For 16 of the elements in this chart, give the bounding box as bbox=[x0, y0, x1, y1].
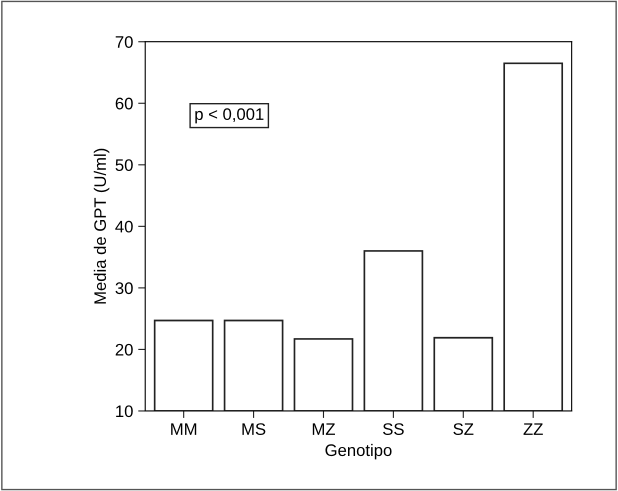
x-tick-label: SZ bbox=[453, 423, 474, 436]
y-axis-title: Media de GPT (U/ml) bbox=[94, 148, 110, 304]
x-tick-label: MM bbox=[171, 423, 196, 435]
x-tick-label: SS bbox=[383, 423, 404, 436]
x-tick-label: ZZ bbox=[524, 423, 543, 435]
annotation: p < 0,001 bbox=[195, 108, 264, 124]
y-tick-label: 30 bbox=[116, 282, 133, 294]
y-tick-label: 50 bbox=[116, 159, 133, 172]
y-tick-label: 10 bbox=[116, 405, 133, 418]
x-tick-label: MZ bbox=[312, 423, 335, 435]
y-tick-label: 70 bbox=[116, 36, 133, 48]
y-tick-label: 40 bbox=[115, 220, 133, 233]
x-axis-title: Genotipo bbox=[325, 444, 392, 460]
y-tick-label: 20 bbox=[116, 344, 133, 356]
y-tick-label: 60 bbox=[116, 98, 133, 110]
x-tick-label: MS bbox=[242, 423, 266, 436]
